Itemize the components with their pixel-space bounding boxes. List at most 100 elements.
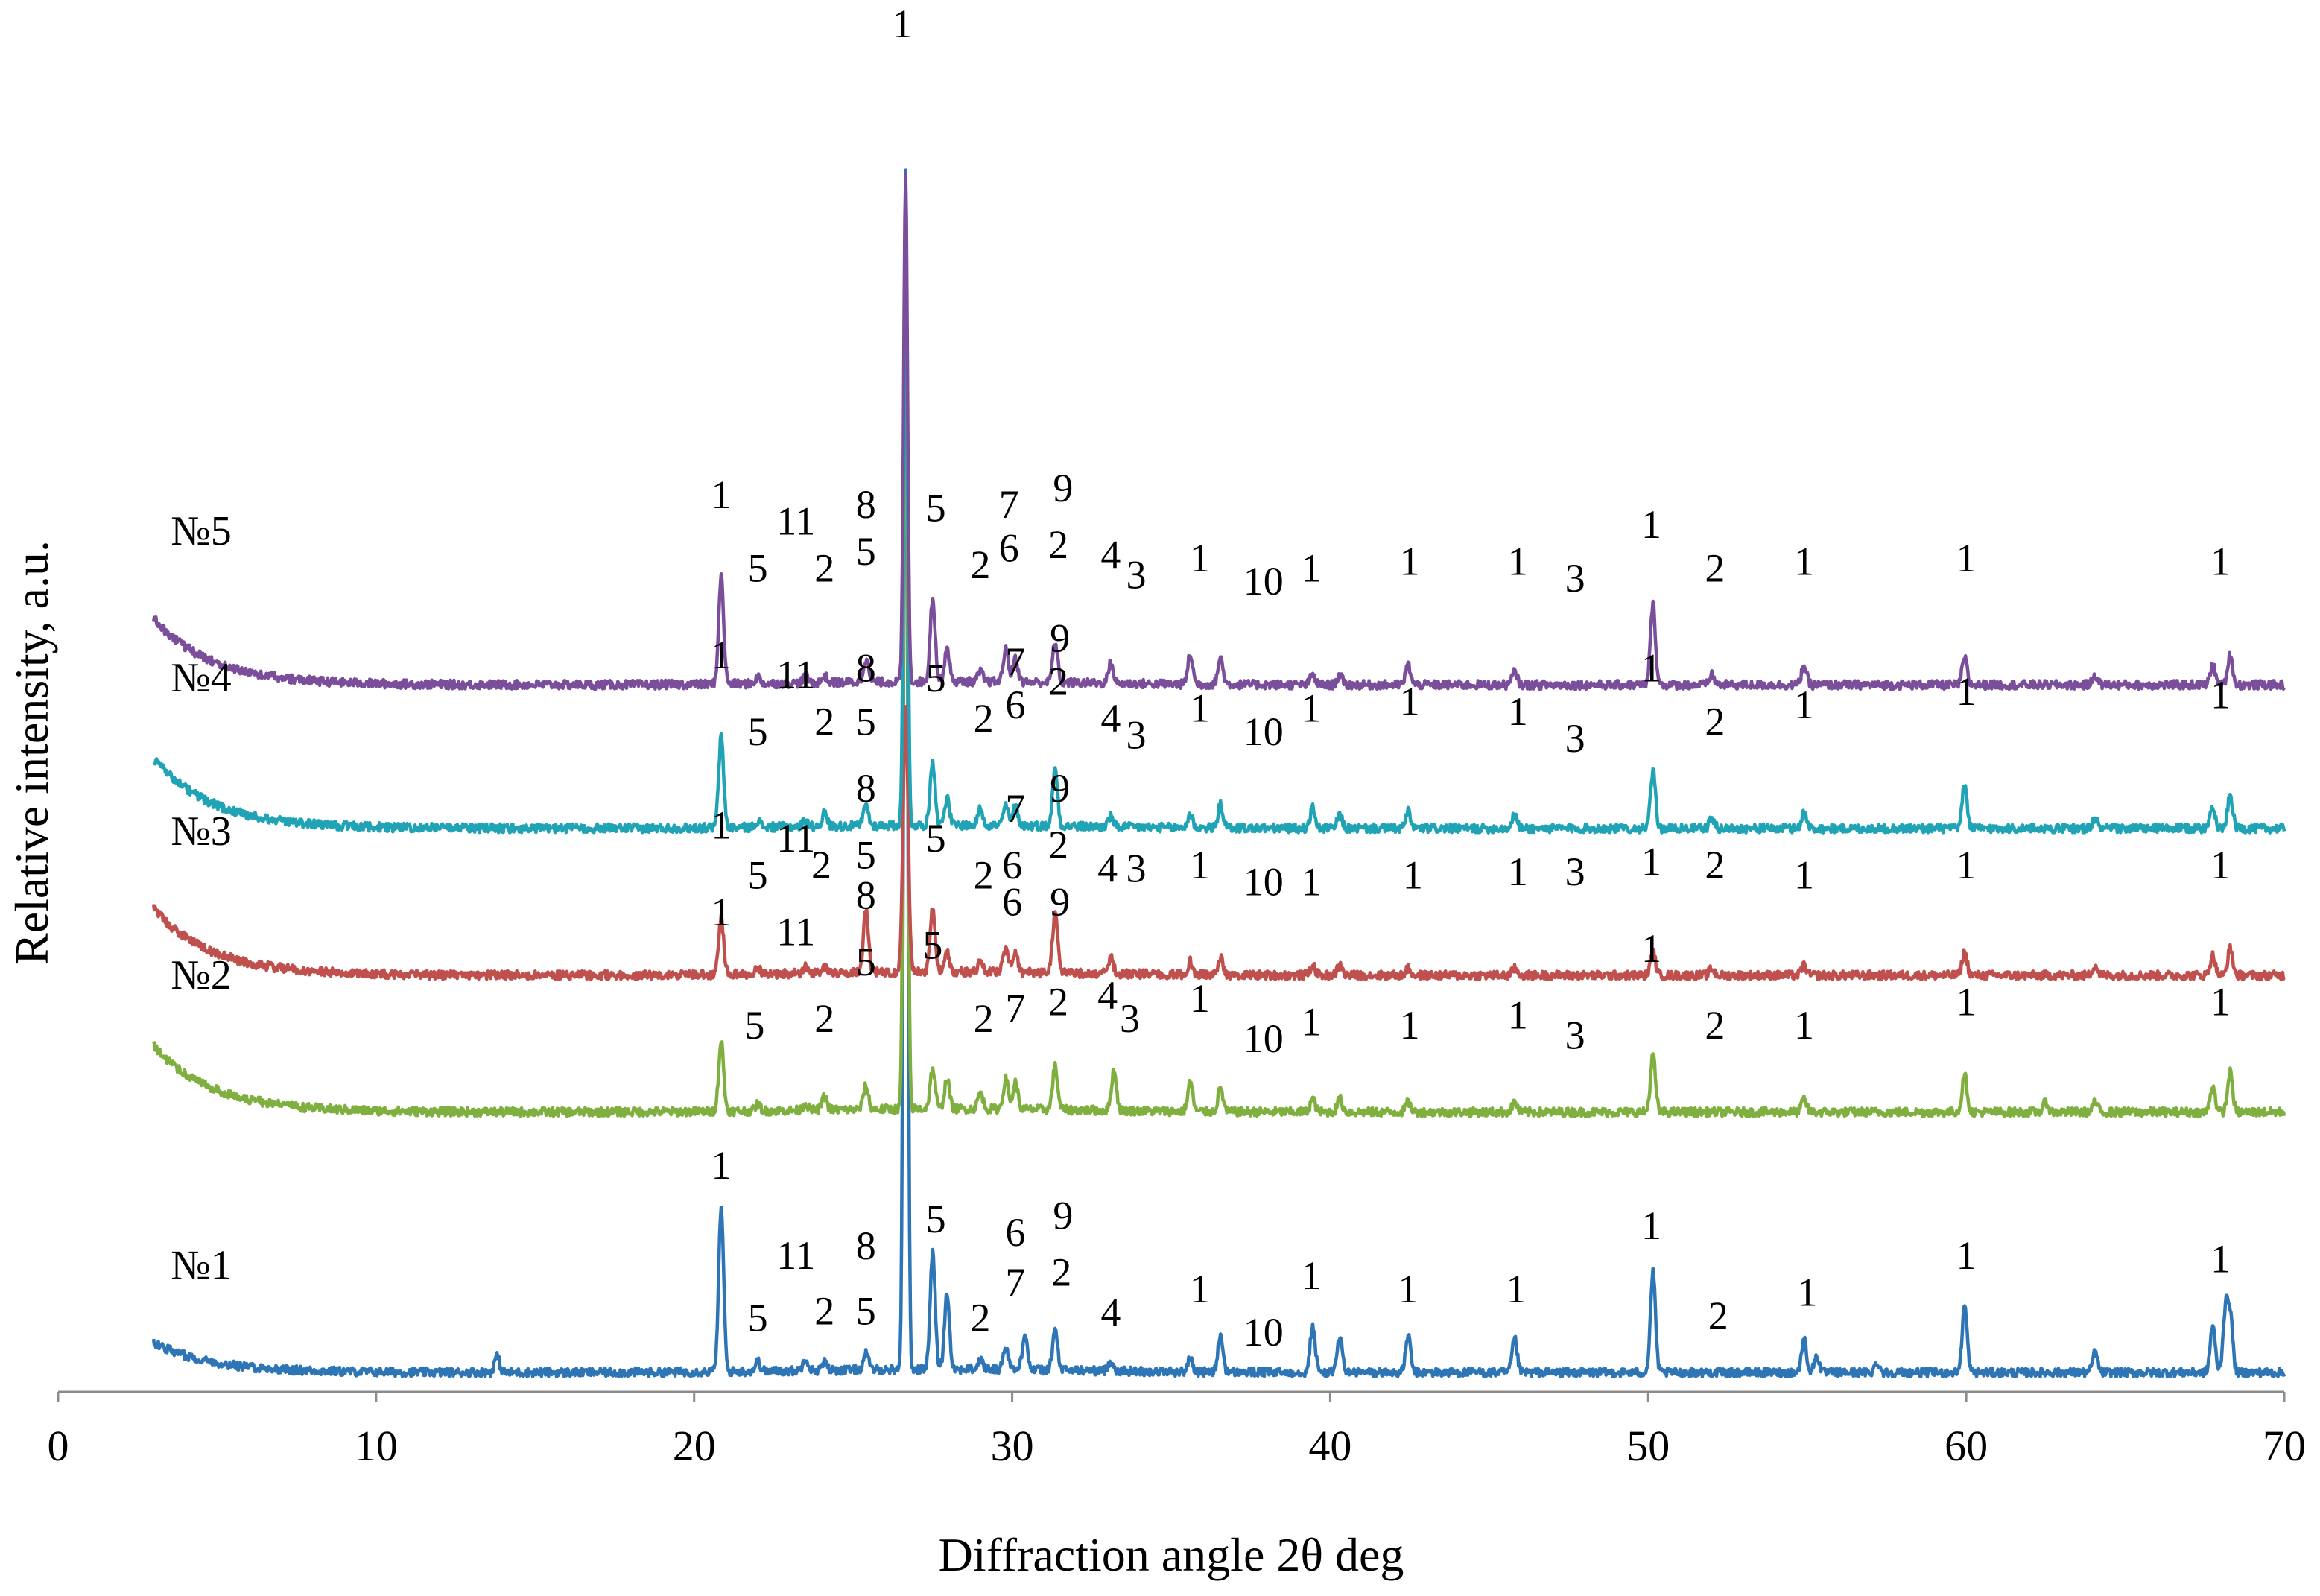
series-label: №4 bbox=[171, 655, 231, 701]
peak-label: 10 bbox=[1243, 709, 1284, 754]
peak-label: 9 bbox=[1050, 879, 1070, 924]
peak-label: 1 bbox=[1400, 1003, 1420, 1048]
peak-label: 2 bbox=[974, 696, 994, 741]
peak-label: 1 bbox=[711, 1143, 731, 1188]
peak-label: 5 bbox=[748, 1296, 768, 1340]
peak-label: 1 bbox=[1398, 1267, 1419, 1311]
peak-label: 10 bbox=[1243, 859, 1284, 904]
peak-label: 1 bbox=[711, 472, 731, 517]
peak-label: 3 bbox=[1565, 849, 1585, 894]
peak-label: 2 bbox=[1705, 1003, 1725, 1048]
peak-label: 1 bbox=[1400, 680, 1420, 724]
peak-label: 4 bbox=[1100, 1290, 1121, 1334]
peak-label: 2 bbox=[1048, 522, 1068, 567]
peak-label: 11 bbox=[776, 910, 815, 954]
peak-label: 6 bbox=[1005, 683, 1025, 727]
peak-label: 1 bbox=[1641, 1203, 1661, 1248]
peak-label: 10 bbox=[1243, 559, 1284, 604]
peak-label: 1 bbox=[1190, 685, 1210, 730]
series-line bbox=[152, 239, 2286, 1118]
peak-label: 8 bbox=[856, 766, 876, 811]
peak-label: 11 bbox=[776, 1233, 815, 1278]
peak-label: 2 bbox=[1705, 545, 1725, 590]
peak-label: 8 bbox=[856, 646, 876, 691]
series-line bbox=[151, 172, 2286, 691]
peak-label: 5 bbox=[856, 833, 876, 878]
peak-label: 9 bbox=[1050, 615, 1070, 660]
peak-label: 1 bbox=[1508, 539, 1528, 583]
peak-label: 1 bbox=[893, 1, 913, 46]
peak-label: 1 bbox=[1301, 685, 1321, 730]
peak-label: 5 bbox=[856, 529, 876, 574]
peak-label: 3 bbox=[1565, 556, 1585, 601]
peak-label: 8 bbox=[856, 1223, 876, 1268]
peak-label: 1 bbox=[1641, 926, 1661, 971]
peak-label: 2 bbox=[974, 996, 994, 1041]
peak-label: 1 bbox=[1301, 545, 1321, 590]
peak-label: 2 bbox=[811, 843, 831, 887]
peak-label: 4 bbox=[1100, 532, 1121, 577]
peak-label: 1 bbox=[1508, 849, 1528, 894]
x-tick-label: 50 bbox=[1626, 1422, 1670, 1470]
peak-label: 2 bbox=[1048, 980, 1068, 1025]
peak-label: 1 bbox=[1641, 840, 1661, 884]
series-layer bbox=[151, 168, 2286, 1379]
peak-label: 5 bbox=[748, 852, 768, 897]
peak-label: 7 bbox=[1005, 987, 1025, 1031]
peak-label: 1 bbox=[1794, 683, 1814, 727]
x-tick-label: 0 bbox=[48, 1422, 69, 1470]
peak-label: 1 bbox=[1641, 502, 1661, 547]
peak-label: 3 bbox=[1565, 1013, 1585, 1058]
peak-label: 1 bbox=[1956, 843, 1977, 887]
peak-label: 2 bbox=[814, 699, 834, 744]
peak-label: 5 bbox=[856, 699, 876, 744]
peak-label: 5 bbox=[748, 709, 768, 754]
peak-label: 1 bbox=[1301, 859, 1321, 904]
peak-label: 11 bbox=[776, 653, 815, 697]
peak-label: 2 bbox=[814, 996, 834, 1041]
peak-label: 2 bbox=[970, 542, 990, 587]
series-line bbox=[151, 168, 2286, 1379]
peak-label: 1 bbox=[1794, 1003, 1814, 1048]
peak-label: 6 bbox=[999, 525, 1019, 570]
peak-label: 7 bbox=[999, 482, 1019, 527]
peak-label: 10 bbox=[1243, 1310, 1284, 1355]
x-axis-title: Diffraction angle 2θ deg bbox=[939, 1528, 1404, 1581]
peak-label: 1 bbox=[1190, 843, 1210, 887]
peak-label: 3 bbox=[1120, 996, 1140, 1041]
peak-label: 2 bbox=[970, 1296, 990, 1340]
x-tick-label: 70 bbox=[2263, 1422, 2306, 1470]
peak-label: 3 bbox=[1126, 846, 1147, 891]
x-tick-label: 40 bbox=[1308, 1422, 1351, 1470]
series-line bbox=[151, 705, 2286, 982]
peak-label: 5 bbox=[856, 1289, 876, 1334]
peak-label: 9 bbox=[1050, 766, 1070, 811]
peak-label: 1 bbox=[2210, 539, 2231, 583]
peak-label: 4 bbox=[1100, 696, 1121, 741]
peak-label: 1 bbox=[1301, 1253, 1321, 1298]
peak-label: 3 bbox=[1126, 712, 1147, 757]
peak-label: 7 bbox=[1005, 1260, 1025, 1305]
peak-label: 5 bbox=[926, 816, 946, 861]
series-line bbox=[152, 259, 2286, 835]
x-tick-label: 20 bbox=[673, 1422, 716, 1470]
peak-label: 4 bbox=[1097, 846, 1118, 891]
peak-label: 1 bbox=[1508, 993, 1528, 1038]
peak-label: 5 bbox=[744, 1003, 764, 1048]
peak-label: 1 bbox=[1190, 536, 1210, 580]
peak-label: 1 bbox=[2210, 673, 2231, 718]
peak-label: 5 bbox=[926, 656, 946, 700]
y-axis-title: Relative intensity, a.u. bbox=[5, 540, 58, 965]
peak-label: 11 bbox=[776, 816, 815, 861]
peak-label: 2 bbox=[1705, 699, 1725, 744]
peak-label: 1 bbox=[1956, 980, 1977, 1025]
peak-label: 8 bbox=[856, 482, 876, 527]
peak-label: 2 bbox=[1705, 843, 1725, 887]
peak-label: 1 bbox=[1794, 539, 1814, 583]
peak-label: 2 bbox=[974, 852, 994, 897]
peak-label: 5 bbox=[856, 940, 876, 984]
peak-label: 11 bbox=[776, 499, 815, 544]
peak-label: 1 bbox=[1797, 1270, 1817, 1314]
peak-label: 1 bbox=[1508, 689, 1528, 734]
